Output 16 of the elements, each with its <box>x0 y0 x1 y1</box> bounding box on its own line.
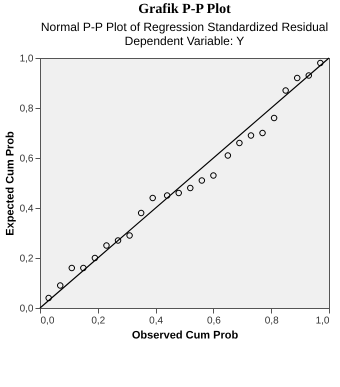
y-tick-label: 0,0 <box>20 304 34 314</box>
x-tick-label: 0,2 <box>91 316 106 326</box>
y-tick-label: 0,8 <box>20 104 34 114</box>
y-tick-label: 0,2 <box>20 254 34 264</box>
chart-title: Grafik P-P Plot <box>138 2 232 17</box>
y-axis-title: Expected Cum Prob <box>4 130 17 236</box>
x-tick-label: 0,8 <box>264 316 280 326</box>
y-tick-label: 0,4 <box>20 204 34 214</box>
x-tick-label: 0,6 <box>206 316 222 326</box>
x-axis-title: Observed Cum Prob <box>132 330 238 342</box>
x-tick-label: 0,4 <box>149 316 164 326</box>
chart-subtitle: Normal P-P Plot of Regression Standardized Residual Dependent Variable: Y <box>40 20 328 48</box>
y-tick-label: 1,0 <box>20 54 34 64</box>
x-tick-label: 0,0 <box>40 316 55 326</box>
x-tick-label: 1,0 <box>316 316 330 326</box>
y-tick-label: 0,6 <box>20 154 34 164</box>
